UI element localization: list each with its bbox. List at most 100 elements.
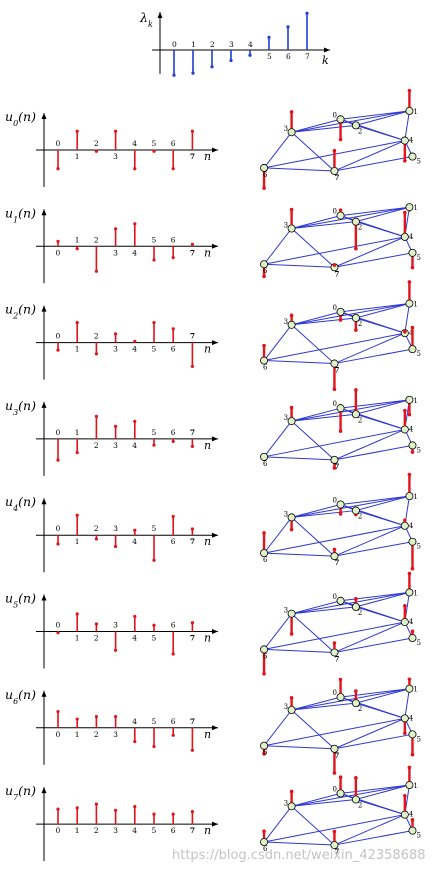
tick-label-1: 1 xyxy=(75,235,80,244)
vertex-stem-marker-0 xyxy=(338,512,343,516)
stem-marker-3 xyxy=(114,808,118,812)
vertex-1 xyxy=(405,781,414,790)
vertex-label-7: 7 xyxy=(334,366,339,375)
vertex-label-5: 5 xyxy=(416,158,420,166)
vertex-label-0: 0 xyxy=(333,304,337,312)
x-label: n xyxy=(204,150,211,163)
vertex-label-3: 3 xyxy=(284,799,288,807)
stem-marker-2 xyxy=(94,149,98,153)
tick-label-3: 3 xyxy=(113,441,118,450)
y-label: u7(n) xyxy=(5,783,36,802)
stem-marker-6 xyxy=(171,652,175,656)
edge-5-7 xyxy=(334,444,413,461)
vertex-2 xyxy=(351,795,360,804)
x-axis-arrow xyxy=(212,821,218,827)
edge-3-6 xyxy=(263,324,292,361)
edge-4-7 xyxy=(334,429,406,461)
edge-1-2 xyxy=(355,784,410,800)
edge-2-4 xyxy=(355,413,405,430)
edge-2-4 xyxy=(355,510,405,527)
edge-0-1 xyxy=(340,110,410,120)
vertex-label-2: 2 xyxy=(358,609,362,617)
vertex-label-4: 4 xyxy=(409,522,414,530)
watermark: https://blog.csdn.net/weixin_42358688 xyxy=(172,848,426,863)
tick-label-2: 2 xyxy=(94,524,99,533)
vertex-1 xyxy=(405,106,414,115)
tick-label-3: 3 xyxy=(113,621,118,630)
edge-5-7 xyxy=(334,637,413,653)
vertex-label-3: 3 xyxy=(284,318,288,326)
eigenvector-plots: u0(n) n 0 1 2 3 4 5 6 7 u1(n) n 0 1 2 3 4 5 6 7 u2(n) n 0 1 2 3 4 5… xyxy=(5,109,218,862)
tick-label-6: 6 xyxy=(171,235,176,244)
vertex-label-7: 7 xyxy=(334,173,339,182)
vertex-4 xyxy=(400,136,409,145)
vertex-4 xyxy=(400,521,409,530)
edge-0-1 xyxy=(340,784,410,794)
vertex-label-4: 4 xyxy=(409,233,414,241)
tick-label-4: 4 xyxy=(132,441,137,450)
y-label: u3(n) xyxy=(5,398,36,417)
eigenvector-plot-1: u1(n) n 0 1 2 3 4 5 6 7 xyxy=(5,205,218,284)
eigen-marker-1 xyxy=(191,71,195,75)
edge-0-1 xyxy=(340,495,410,505)
vertex-label-1: 1 xyxy=(413,301,417,309)
edge-5-7 xyxy=(334,830,413,846)
stem-marker-4 xyxy=(133,419,137,423)
stem-marker-7 xyxy=(190,242,194,246)
vertex-4 xyxy=(400,810,409,819)
vertex-stem-marker-7 xyxy=(332,547,337,552)
stem-marker-7 xyxy=(190,444,194,448)
vertex-stem-marker-4 xyxy=(403,731,407,736)
edge-4-6 xyxy=(263,814,405,843)
x-axis-arrow xyxy=(212,725,218,731)
vertex-1 xyxy=(405,203,414,212)
stem-marker-1 xyxy=(75,129,79,133)
edge-6-7 xyxy=(264,745,335,750)
vertex-3 xyxy=(287,513,296,522)
stem-marker-5 xyxy=(152,443,156,447)
stem-marker-2 xyxy=(94,537,98,541)
vertex-1 xyxy=(405,299,414,308)
tick-label-7: 7 xyxy=(190,826,195,835)
vertex-label-7: 7 xyxy=(334,654,339,663)
tick-label-4: 4 xyxy=(132,345,137,354)
vertex-1 xyxy=(405,684,414,693)
tick-label-4: 4 xyxy=(132,537,137,546)
vertex-label-2: 2 xyxy=(358,705,362,713)
edge-6-7 xyxy=(264,456,335,461)
y-label: u6(n) xyxy=(5,687,36,706)
vertex-3 xyxy=(287,417,296,426)
edge-1-3 xyxy=(291,303,410,326)
vertex-stem-marker-2 xyxy=(354,689,358,693)
graph-plot-4: 0 1 2 3 4 5 6 7 xyxy=(260,472,421,571)
stem-marker-5 xyxy=(152,744,156,749)
x-axis-arrow xyxy=(212,243,218,249)
vertex-stem-marker-3 xyxy=(289,696,294,700)
vertex-4 xyxy=(400,232,409,241)
vertex-label-1: 1 xyxy=(413,782,417,790)
vertex-label-4: 4 xyxy=(409,137,414,145)
edge-0-3 xyxy=(291,118,341,133)
vertex-5 xyxy=(408,634,417,643)
vertex-stem-marker-7 xyxy=(332,263,337,267)
vertex-7 xyxy=(330,359,339,368)
vertex-label-3: 3 xyxy=(284,510,288,518)
vertex-stem-marker-1 xyxy=(407,677,412,682)
stem-marker-4 xyxy=(133,614,137,619)
vertex-label-1: 1 xyxy=(413,493,417,501)
vertex-label-0: 0 xyxy=(333,208,337,216)
edge-0-3 xyxy=(291,407,341,422)
stem-marker-0 xyxy=(56,458,60,462)
vertex-stem-marker-0 xyxy=(338,137,343,142)
tick-label-3: 3 xyxy=(113,524,118,533)
edge-4-6 xyxy=(263,525,405,554)
vertex-stem-marker-3 xyxy=(289,632,294,636)
vertex-6 xyxy=(260,260,269,269)
edge-4-7 xyxy=(334,140,406,172)
y-label: u4(n) xyxy=(5,494,36,513)
vertex-label-6: 6 xyxy=(263,267,268,275)
edge-3-6 xyxy=(263,709,292,747)
stem-marker-7 xyxy=(190,364,194,368)
tick-label-2: 2 xyxy=(94,441,99,450)
vertex-5 xyxy=(408,152,417,161)
